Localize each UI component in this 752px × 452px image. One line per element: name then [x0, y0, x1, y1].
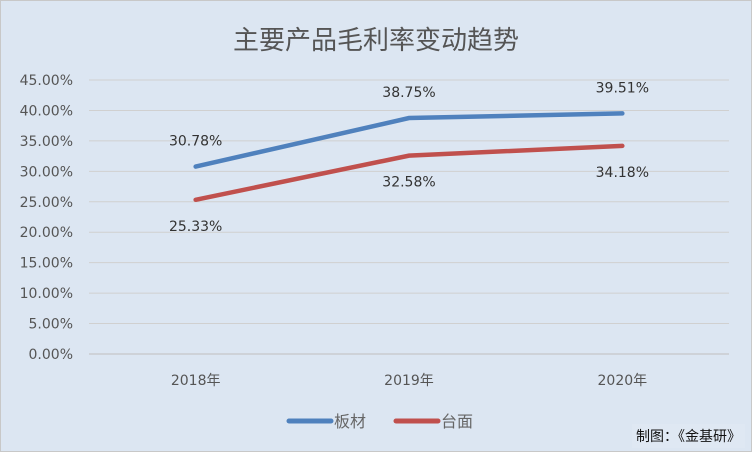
data-label: 38.75% — [382, 85, 435, 101]
y-tick-label: 40.00% — [20, 103, 73, 119]
y-tick-label: 15.00% — [20, 256, 73, 272]
y-tick-label: 45.00% — [20, 73, 73, 89]
legend-label: 板材 — [334, 412, 366, 431]
data-label: 39.51% — [596, 80, 649, 96]
series-line-板材 — [193, 111, 625, 169]
data-label: 25.33% — [169, 219, 222, 235]
y-tick-label: 20.00% — [20, 225, 73, 241]
chart-title: 主要产品毛利率变动趋势 — [233, 26, 519, 56]
x-tick-label: 2019年 — [384, 373, 434, 389]
data-label: 30.78% — [169, 134, 222, 150]
credit-text: 制图：《金基研》 — [632, 424, 745, 448]
data-label: 32.58% — [382, 175, 435, 191]
y-tick-label: 5.00% — [29, 317, 73, 333]
x-tick-label: 2020年 — [598, 373, 648, 389]
y-tick-label: 25.00% — [20, 195, 73, 211]
series-line-台面 — [193, 143, 625, 203]
legend-label: 台面 — [441, 412, 473, 431]
y-tick-label: 30.00% — [20, 164, 73, 180]
y-tick-label: 10.00% — [20, 286, 73, 302]
y-tick-label: 0.00% — [29, 347, 73, 363]
x-tick-label: 2018年 — [171, 373, 221, 389]
data-label: 34.18% — [596, 165, 649, 181]
y-tick-label: 35.00% — [20, 134, 73, 150]
